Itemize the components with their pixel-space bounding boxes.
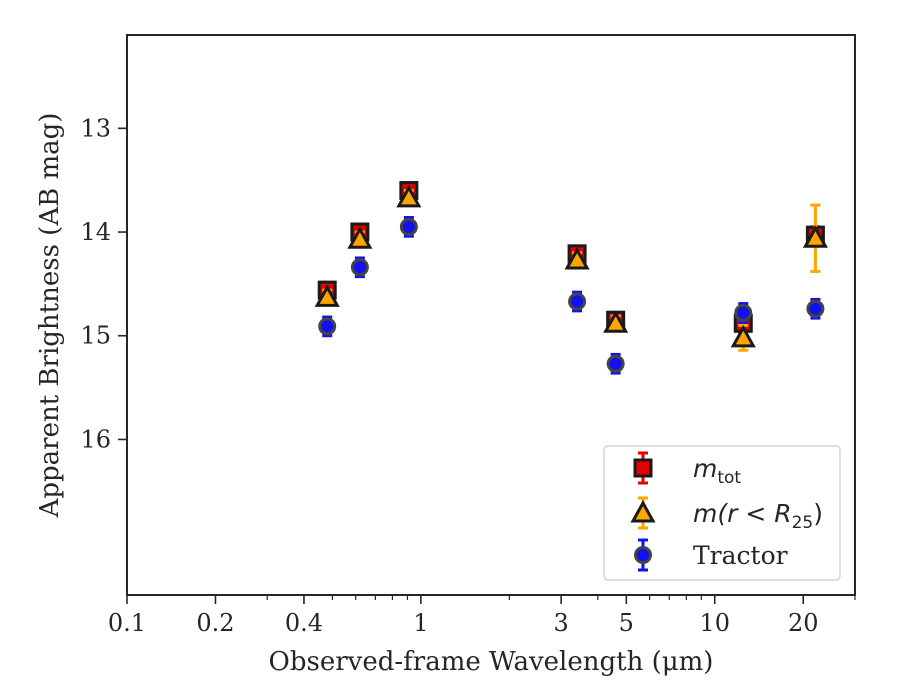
y-tick-label: 14 xyxy=(80,218,111,246)
point-tractor xyxy=(350,258,369,277)
series-tractor xyxy=(318,216,825,375)
point-tractor xyxy=(318,317,337,336)
y-tick-label: 13 xyxy=(80,114,111,142)
point-tractor xyxy=(399,217,418,236)
point-tractor xyxy=(568,292,587,311)
legend-marker-mr25 xyxy=(630,499,656,523)
x-tick-label: 3 xyxy=(553,609,568,637)
legend-box xyxy=(603,445,841,581)
y-axis-label: Apparent Brightness (AB mag) xyxy=(35,113,65,519)
plot-frame xyxy=(126,34,856,596)
legend-label-mr25: m(r < R25) xyxy=(693,499,823,533)
point-mr25 xyxy=(730,324,756,348)
x-tick-label: 10 xyxy=(700,609,731,637)
point-mr25 xyxy=(347,226,373,249)
x-tick-label: 0.4 xyxy=(285,609,323,637)
y-tick-label: 16 xyxy=(80,425,111,453)
legend-label-tractor: Tractor xyxy=(693,541,788,570)
y-tick-label: 15 xyxy=(80,322,111,350)
x-tick-label: 20 xyxy=(788,609,819,637)
x-tick-label: 1 xyxy=(413,609,428,637)
x-tick-label: 5 xyxy=(619,609,634,637)
legend-marker-mtot xyxy=(633,458,653,478)
legend-label-mtot: mtot xyxy=(693,454,741,488)
point-mr25 xyxy=(802,225,828,248)
series-mr25 xyxy=(314,184,828,352)
point-tractor xyxy=(734,303,753,322)
point-mr25 xyxy=(564,246,590,270)
point-tractor xyxy=(806,299,825,318)
point-mr25 xyxy=(314,284,340,307)
x-tick-label: 0.2 xyxy=(196,609,234,637)
point-mr25 xyxy=(603,310,629,333)
point-mr25 xyxy=(396,184,422,208)
data-layer xyxy=(314,181,828,375)
x-tick-label: 0.1 xyxy=(108,609,146,637)
legend-marker-tractor xyxy=(634,546,652,564)
legend: mtot m(r < R25) Tractor xyxy=(603,445,841,581)
x-axis-label: Observed-frame Wavelength (μm) xyxy=(269,647,714,677)
point-tractor xyxy=(606,354,625,373)
